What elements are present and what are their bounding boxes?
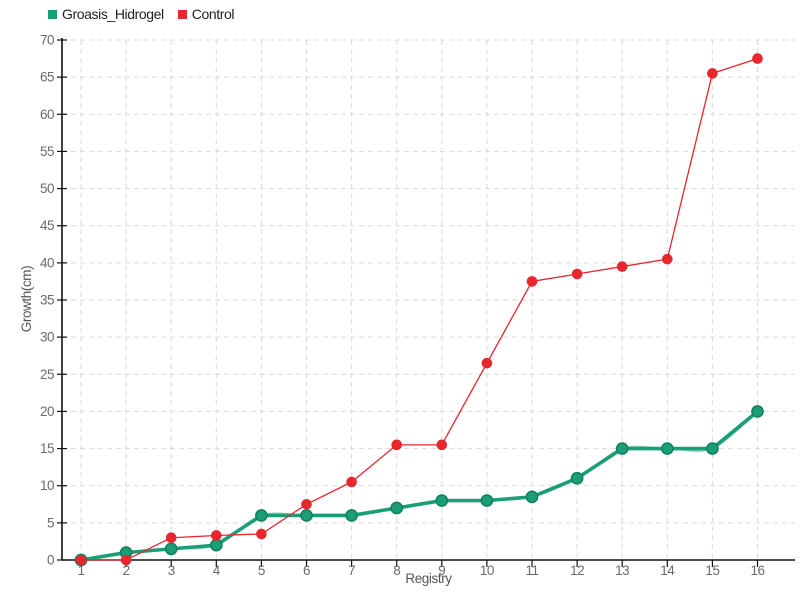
x-tick-label: 11 (525, 563, 538, 578)
data-point-control-8 (391, 439, 403, 451)
data-point-control-13 (616, 261, 628, 272)
legend-swatch-groasis-hidrogel-icon (48, 9, 57, 19)
x-tick-label: 1 (77, 563, 84, 578)
y-tick-label: 50 (40, 181, 54, 196)
data-point-control-11 (526, 276, 538, 287)
data-point-control-3 (165, 532, 177, 544)
data-point-groasis-hidrogel-5 (255, 509, 268, 522)
y-tick-label: 10 (40, 478, 54, 493)
y-tick-label: 65 (40, 70, 54, 85)
data-point-groasis-hidrogel-3 (164, 542, 178, 556)
data-point-control-9 (436, 439, 448, 451)
y-tick-label: 55 (40, 144, 54, 159)
chart-legend: Groasis_Hidrogel Control (48, 6, 235, 22)
y-tick-label: 5 (47, 515, 54, 530)
x-tick-label: 12 (570, 563, 584, 578)
y-tick-label: 25 (40, 367, 54, 382)
data-point-groasis-hidrogel-16 (751, 405, 764, 418)
legend-item-groasis-hidrogel: Groasis_Hidrogel (48, 6, 164, 22)
x-tick-label: 10 (480, 563, 494, 578)
legend-label-control: Control (191, 6, 235, 22)
series-line-control (81, 57, 758, 561)
x-tick-label: 9 (438, 563, 445, 578)
y-tick-label: 35 (40, 293, 54, 308)
data-point-groasis-hidrogel-8 (390, 501, 404, 515)
y-tick-label: 30 (40, 330, 54, 345)
y-axis-title: Growth(cm) (19, 266, 34, 333)
data-point-groasis-hidrogel-7 (345, 509, 358, 522)
data-point-control-5 (256, 528, 267, 540)
data-point-groasis-hidrogel-11 (525, 490, 539, 504)
data-point-control-7 (346, 476, 357, 488)
x-tick-label: 3 (168, 563, 175, 578)
x-axis-title: Registry (405, 571, 452, 586)
data-point-control-6 (301, 498, 312, 510)
x-tick-label: 8 (393, 563, 400, 578)
data-point-groasis-hidrogel-14 (660, 442, 674, 455)
x-tick-label: 13 (615, 563, 629, 578)
data-point-control-4 (211, 530, 222, 541)
y-tick-label: 0 (47, 553, 54, 568)
series-smooth-line-groasis-hidrogel (80, 410, 759, 561)
data-point-control-16 (752, 53, 763, 64)
y-tick-label: 15 (40, 441, 54, 456)
y-tick-label: 70 (40, 33, 54, 48)
y-tick-label: 60 (40, 107, 54, 122)
legend-label-groasis-hidrogel: Groasis_Hidrogel (62, 6, 164, 22)
data-point-control-15 (707, 68, 718, 79)
x-tick-label: 16 (750, 563, 764, 578)
x-tick-label: 14 (660, 563, 675, 578)
series-line-groasis-hidrogel (79, 409, 760, 562)
data-point-control-14 (662, 253, 673, 265)
y-tick-label: 20 (40, 404, 54, 419)
y-tick-label: 45 (40, 218, 54, 233)
y-tick-label: 40 (40, 255, 54, 270)
x-tick-label: 15 (705, 563, 719, 578)
data-point-groasis-hidrogel-12 (570, 471, 584, 485)
data-point-control-12 (571, 268, 583, 280)
data-point-control-1 (75, 554, 87, 566)
data-point-groasis-hidrogel-9 (435, 494, 449, 507)
x-tick-label: 5 (258, 563, 265, 578)
x-tick-label: 2 (123, 563, 130, 578)
x-tick-label: 4 (213, 563, 221, 578)
x-tick-label: 6 (303, 563, 310, 578)
legend-swatch-control-icon (177, 9, 187, 19)
data-point-groasis-hidrogel-10 (480, 494, 494, 507)
data-point-groasis-hidrogel-6 (300, 509, 313, 522)
data-point-groasis-hidrogel-15 (706, 442, 719, 455)
data-point-control-2 (120, 554, 132, 566)
legend-item-control: Control (177, 6, 235, 22)
data-point-control-10 (481, 357, 493, 369)
x-tick-label: 7 (348, 563, 355, 578)
data-point-groasis-hidrogel-4 (209, 538, 223, 552)
data-point-groasis-hidrogel-13 (615, 442, 629, 455)
